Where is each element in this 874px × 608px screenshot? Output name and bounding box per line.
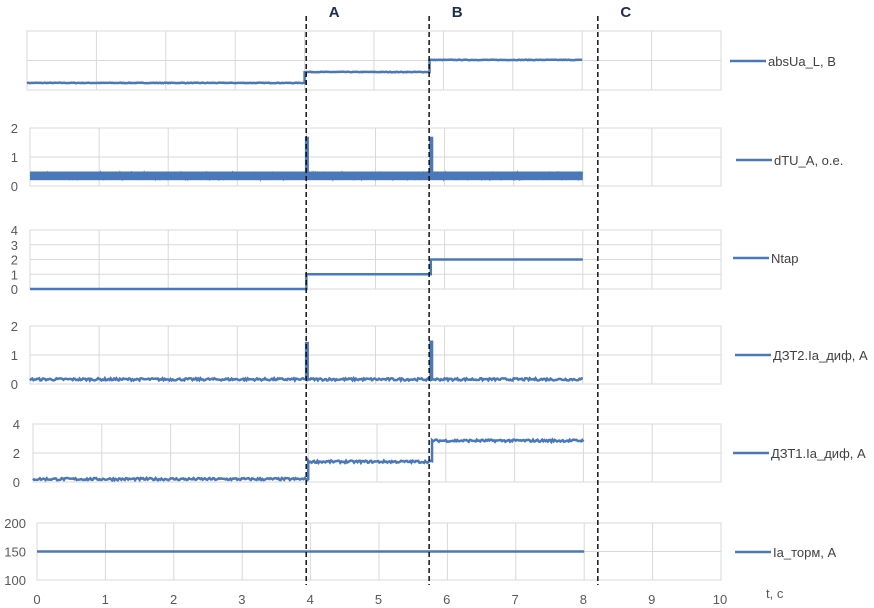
legend-label: dTU_A, o.e. [774,153,843,168]
spike [429,340,434,380]
legend-label: Ntap [771,251,798,266]
marker-label-A: A [329,4,340,21]
y-tick-label: 2 [13,446,20,461]
panel-1: 0 1 2 dTU_A, o.e. [11,121,844,194]
x-tick-label: 0 [33,592,40,607]
x-tick-label: 1 [102,592,109,607]
panel-4: 0 2 4 ДЗТ1.Ia_диф, A [13,417,866,490]
y-tick-label: 2 [11,319,18,334]
x-tick-label: 2 [170,592,177,607]
y-tick-label: 2 [11,253,18,268]
x-tick-label: 4 [307,592,314,607]
y-tick-label: 4 [11,223,18,238]
marker-label-C: C [620,4,631,21]
x-tick-label: 9 [648,592,655,607]
y-tick-label: 150 [4,545,26,560]
series-line [26,58,583,85]
panel-0: absUa_L, B [26,30,836,91]
x-tick-label: 8 [580,592,587,607]
legend-label: Ia_торм, A [773,545,837,560]
series-line [32,437,585,483]
x-tick-label: 6 [443,592,450,607]
y-tick-label: 1 [11,348,18,363]
y-tick-label: 2 [11,121,18,136]
x-tick-label: 5 [375,592,382,607]
legend-label: absUa_L, B [768,54,836,69]
y-tick-label: 0 [11,282,18,297]
spike [429,136,434,176]
y-tick-label: 0 [11,179,18,194]
marker-label-B: B [452,4,463,21]
y-tick-label: 200 [4,516,26,531]
x-axis-label: t, c [766,586,784,601]
y-tick-label: 4 [13,417,20,432]
y-tick-label: 0 [13,475,20,490]
y-tick-label: 1 [11,150,18,165]
y-tick-label: 100 [4,573,26,588]
panel-5: 100 150 200 Ia_торм, A [4,516,836,588]
x-tick-label: 10 [713,592,727,607]
legend-label: ДЗТ2.Ia_диф, A [773,348,868,363]
y-tick-label: 0 [11,377,18,392]
legend-label: ДЗТ1.Ia_диф, A [771,446,866,461]
panel-3: 0 1 2 ДЗТ2.Ia_диф, A [11,319,868,392]
x-tick-label: 7 [511,592,518,607]
y-tick-label: 3 [11,238,18,253]
x-tick-label: 3 [238,592,245,607]
y-tick-label: 1 [11,267,18,282]
